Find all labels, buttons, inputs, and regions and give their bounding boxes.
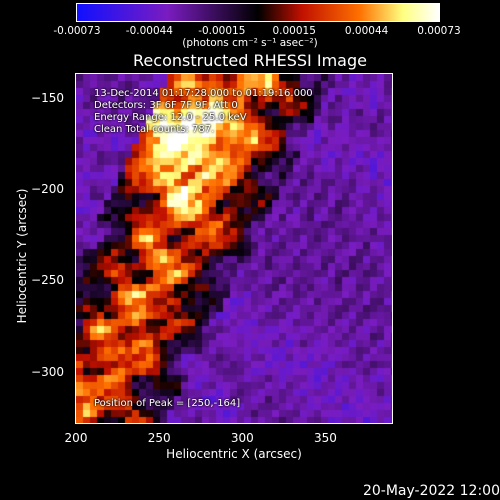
y-tick-label: −150 <box>31 90 64 105</box>
chart-title: Reconstructed RHESSI Image <box>133 51 367 70</box>
y-tick-label: −200 <box>31 182 64 197</box>
x-tick-label: 300 <box>230 431 254 445</box>
annotation-peak-position: Position of Peak = [250,-164] <box>94 398 241 409</box>
annotation-energy-range: Energy Range: 12.0 - 25.0 keV <box>94 112 247 123</box>
colorbar <box>76 3 440 22</box>
colorbar-tick-label: -0.00015 <box>198 25 246 37</box>
annotation-clean-counts: Clean Total counts: 787. <box>94 124 215 135</box>
x-tick-label: 250 <box>147 431 171 445</box>
annotation-time-range: 13-Dec-2014 01:17:28.000 to 01:19:16.000 <box>94 88 313 99</box>
x-tick-label: 200 <box>64 431 88 445</box>
image-plot-area: 13-Dec-2014 01:17:28.000 to 01:19:16.000… <box>75 73 393 424</box>
y-tick-label: −250 <box>31 273 64 288</box>
x-tick-label: 350 <box>314 431 337 445</box>
y-axis-label: Heliocentric Y (arcsec) <box>15 188 29 324</box>
annotation-detectors: Detectors: 3F 6F 7F 9F, Att 0 <box>94 100 238 111</box>
colorbar-tick-label: -0.00073 <box>53 25 101 37</box>
y-tick-label: −300 <box>31 364 64 379</box>
colorbar-tick-label: 0.00044 <box>344 25 389 37</box>
x-axis-label: Heliocentric X (arcsec) <box>166 447 302 461</box>
footer-date: 20-May-2022 12:00 <box>362 483 500 499</box>
colorbar-tick-label: -0.00044 <box>125 25 173 37</box>
colorbar-unit-label: (photons cm⁻² s⁻¹ asec⁻²) <box>182 37 318 49</box>
colorbar-tick-label: 0.00015 <box>272 25 316 37</box>
colorbar-tick-label: 0.00073 <box>417 25 461 37</box>
rhessi-image-heatmap <box>76 74 392 423</box>
